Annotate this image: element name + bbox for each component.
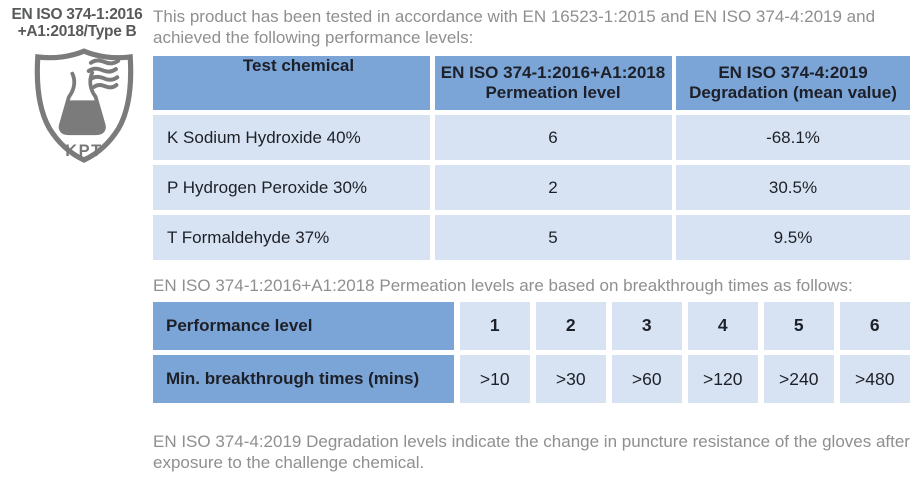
degradation-value-cell: 9.5% [676,215,910,260]
breakthrough-time-cell: >60 [611,355,682,403]
standard-title: EN ISO 374-1:2016 +A1:2018/Type B [2,6,152,40]
performance-level-cell: 3 [611,301,682,350]
flask-icon [58,70,106,136]
permeation-level-cell: 5 [434,215,672,260]
chemical-name-cell: K Sodium Hydroxide 40% [153,115,430,160]
content-column: This product has been tested in accordan… [153,7,910,473]
test-results-table: Test chemical EN ISO 374-1:2016+A1:2018 … [153,56,910,260]
degradation-value-cell: 30.5% [676,165,910,210]
permeation-level-cell: 6 [434,115,672,160]
col-header-degradation-line1: EN ISO 374-4:2019 [718,63,868,82]
performance-level-cell: 2 [535,301,606,350]
breakthrough-times-row-label: Min. breakthrough times (mins) [153,355,454,403]
performance-levels-table: Performance level 1 2 3 4 5 6 Min. break… [153,301,910,403]
col-header-permeation-line2: Permeation level [485,83,621,102]
shield-outline [34,48,134,163]
col-header-degradation: EN ISO 374-4:2019 Degradation (mean valu… [676,56,910,110]
pictogram-code-letters: KPT [65,142,103,160]
performance-level-cell: 5 [763,301,834,350]
standard-title-line2: +A1:2018/Type B [17,22,137,40]
chemical-hazard-pictogram: KPT [27,43,141,169]
col-header-permeation-line1: EN ISO 374-1:2016+A1:2018 [440,63,666,82]
performance-level-cell: 1 [459,301,530,350]
breakthrough-time-cell: >120 [687,355,758,403]
permeation-note: EN ISO 374-1:2016+A1:2018 Permeation lev… [153,276,853,295]
breakthrough-time-cell: >10 [459,355,530,403]
breakthrough-time-cell: >240 [763,355,834,403]
breakthrough-time-cell: >480 [839,355,910,403]
permeation-level-cell: 2 [434,165,672,210]
chemical-name-cell: T Formaldehyde 37% [153,215,430,260]
flask-liquid [61,100,104,132]
performance-level-cell: 6 [839,301,910,350]
breakthrough-time-cell: >30 [535,355,606,403]
col-header-permeation: EN ISO 374-1:2016+A1:2018 Permeation lev… [434,56,672,110]
col-header-test-chemical: Test chemical [153,56,430,110]
col-header-degradation-line2: Degradation (mean value) [689,83,897,102]
degradation-value-cell: -68.1% [676,115,910,160]
shield-icon [34,48,134,163]
degradation-note: EN ISO 374-4:2019 Degradation levels ind… [153,432,910,472]
standard-title-line1: EN ISO 374-1:2016 [11,6,143,23]
chemical-name-cell: P Hydrogen Peroxide 30% [153,165,430,210]
performance-level-row-label: Performance level [153,301,454,350]
splash-lines-icon [86,58,121,90]
standard-badge: EN ISO 374-1:2016 +A1:2018/Type B KPT [2,6,152,169]
performance-level-cell: 4 [687,301,758,350]
intro-text: This product has been tested in accordan… [153,7,876,47]
